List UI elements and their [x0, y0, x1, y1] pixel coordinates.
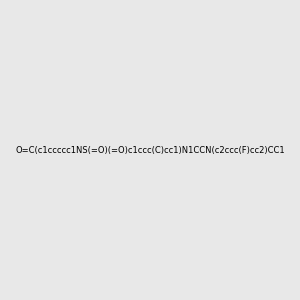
- Text: O=C(c1ccccc1NS(=O)(=O)c1ccc(C)cc1)N1CCN(c2ccc(F)cc2)CC1: O=C(c1ccccc1NS(=O)(=O)c1ccc(C)cc1)N1CCN(…: [15, 146, 285, 154]
